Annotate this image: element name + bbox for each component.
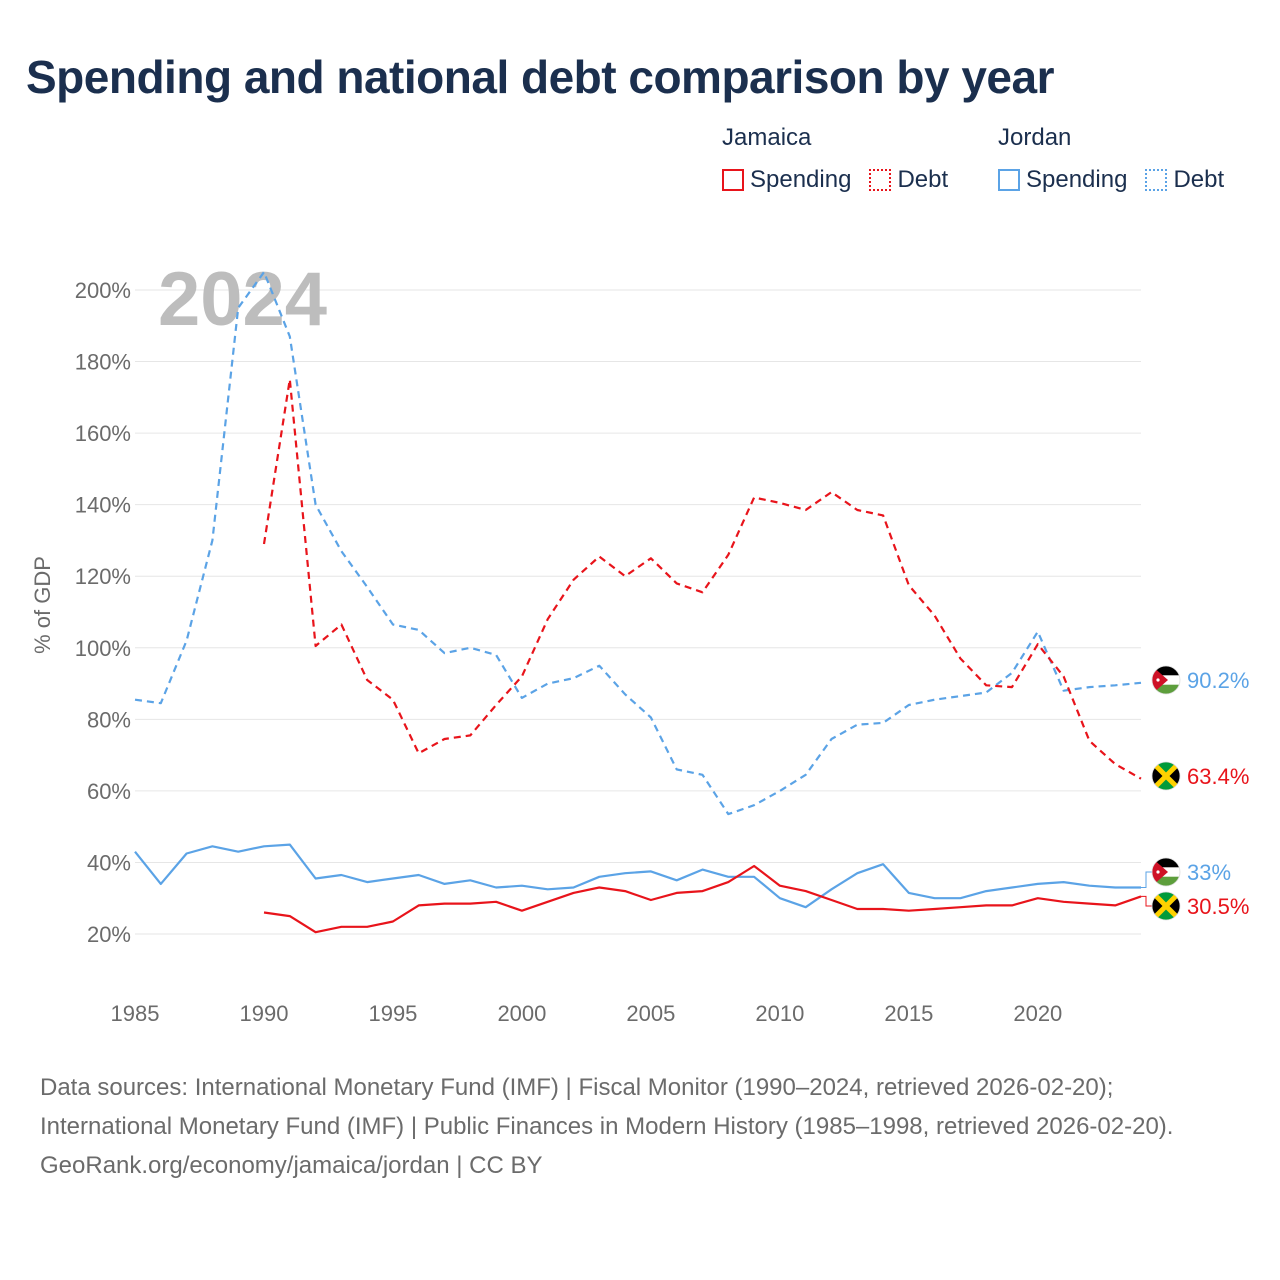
series-line-jamaica-debt[interactable] bbox=[262, 378, 1142, 780]
end-label-connector bbox=[1141, 895, 1152, 907]
y-tick-label: 140% bbox=[75, 493, 131, 518]
chart-footer: Data sources: International Monetary Fun… bbox=[40, 1068, 1240, 1185]
legend-swatch-dotted bbox=[1145, 169, 1168, 191]
legend-item-jamaica-debt[interactable]: Debt bbox=[869, 166, 948, 194]
x-tick-label: 2020 bbox=[1013, 1001, 1062, 1026]
chart-title: Spending and national debt comparison by… bbox=[26, 51, 1055, 103]
legend-swatch-dotted bbox=[869, 169, 892, 191]
legend-group-jamaica: Jamaica Spending Debt bbox=[722, 124, 948, 194]
y-tick-label: 40% bbox=[87, 850, 131, 875]
end-value-label: 63.4% bbox=[1187, 764, 1249, 789]
x-tick-label: 2000 bbox=[497, 1001, 546, 1026]
legend-swatch-solid bbox=[998, 169, 1020, 191]
x-tick-label: 1985 bbox=[111, 1001, 160, 1026]
legend-swatch-solid bbox=[722, 169, 744, 191]
year-watermark: 2024 bbox=[158, 257, 327, 342]
x-tick-label: 1995 bbox=[368, 1001, 417, 1026]
legend-group-title: Jamaica bbox=[722, 124, 812, 151]
flag-jordan-icon bbox=[1152, 666, 1180, 695]
x-tick-label: 2010 bbox=[755, 1001, 804, 1026]
y-tick-label: 100% bbox=[75, 636, 131, 661]
y-tick-label: 120% bbox=[75, 564, 131, 589]
legend-group-jordan: Jordan Spending Debt bbox=[998, 124, 1224, 194]
line-chart: 2024 % of GDP 20% 40% 60% 80% 100% 120% 140% 16… bbox=[30, 257, 1249, 1026]
x-tick-label: 2015 bbox=[884, 1001, 933, 1026]
y-tick-label: 60% bbox=[87, 779, 131, 804]
flag-jamaica-icon bbox=[1152, 762, 1180, 790]
legend-item-label: Debt bbox=[897, 166, 949, 193]
credit-text[interactable]: GeoRank.org/economy/jamaica/jordan | CC … bbox=[40, 1152, 543, 1179]
end-label-connector bbox=[1141, 871, 1152, 888]
y-tick-label: 80% bbox=[87, 707, 131, 732]
legend-item-label: Spending bbox=[750, 166, 852, 193]
series-line-jordan-debt[interactable] bbox=[134, 271, 1142, 816]
y-tick-label: 160% bbox=[75, 421, 131, 446]
x-tick-label: 1990 bbox=[239, 1001, 288, 1026]
legend-item-label: Debt bbox=[1173, 166, 1225, 193]
y-tick-label: 180% bbox=[75, 350, 131, 375]
legend-item-jordan-spending[interactable]: Spending bbox=[998, 166, 1127, 194]
y-tick-label: 200% bbox=[75, 278, 131, 303]
legend-item-jordan-debt[interactable]: Debt bbox=[1145, 166, 1224, 194]
y-tick-label: 20% bbox=[87, 922, 131, 947]
end-value-label: 30.5% bbox=[1187, 894, 1249, 919]
series-line-jordan-spending[interactable] bbox=[134, 843, 1141, 909]
flag-jamaica-icon bbox=[1152, 892, 1180, 920]
y-axis-label: % of GDP bbox=[30, 556, 55, 654]
flag-jordan-icon bbox=[1152, 858, 1180, 887]
end-value-label: 90.2% bbox=[1187, 668, 1249, 693]
x-tick-label: 2005 bbox=[626, 1001, 675, 1026]
legend-group-title: Jordan bbox=[998, 124, 1072, 151]
data-sources-text: Data sources: International Monetary Fun… bbox=[40, 1074, 1174, 1140]
end-value-label: 33% bbox=[1187, 860, 1231, 885]
legend-item-label: Spending bbox=[1026, 166, 1128, 193]
legend-item-jamaica-spending[interactable]: Spending bbox=[722, 166, 851, 194]
series-line-jamaica-spending[interactable] bbox=[263, 864, 1142, 934]
